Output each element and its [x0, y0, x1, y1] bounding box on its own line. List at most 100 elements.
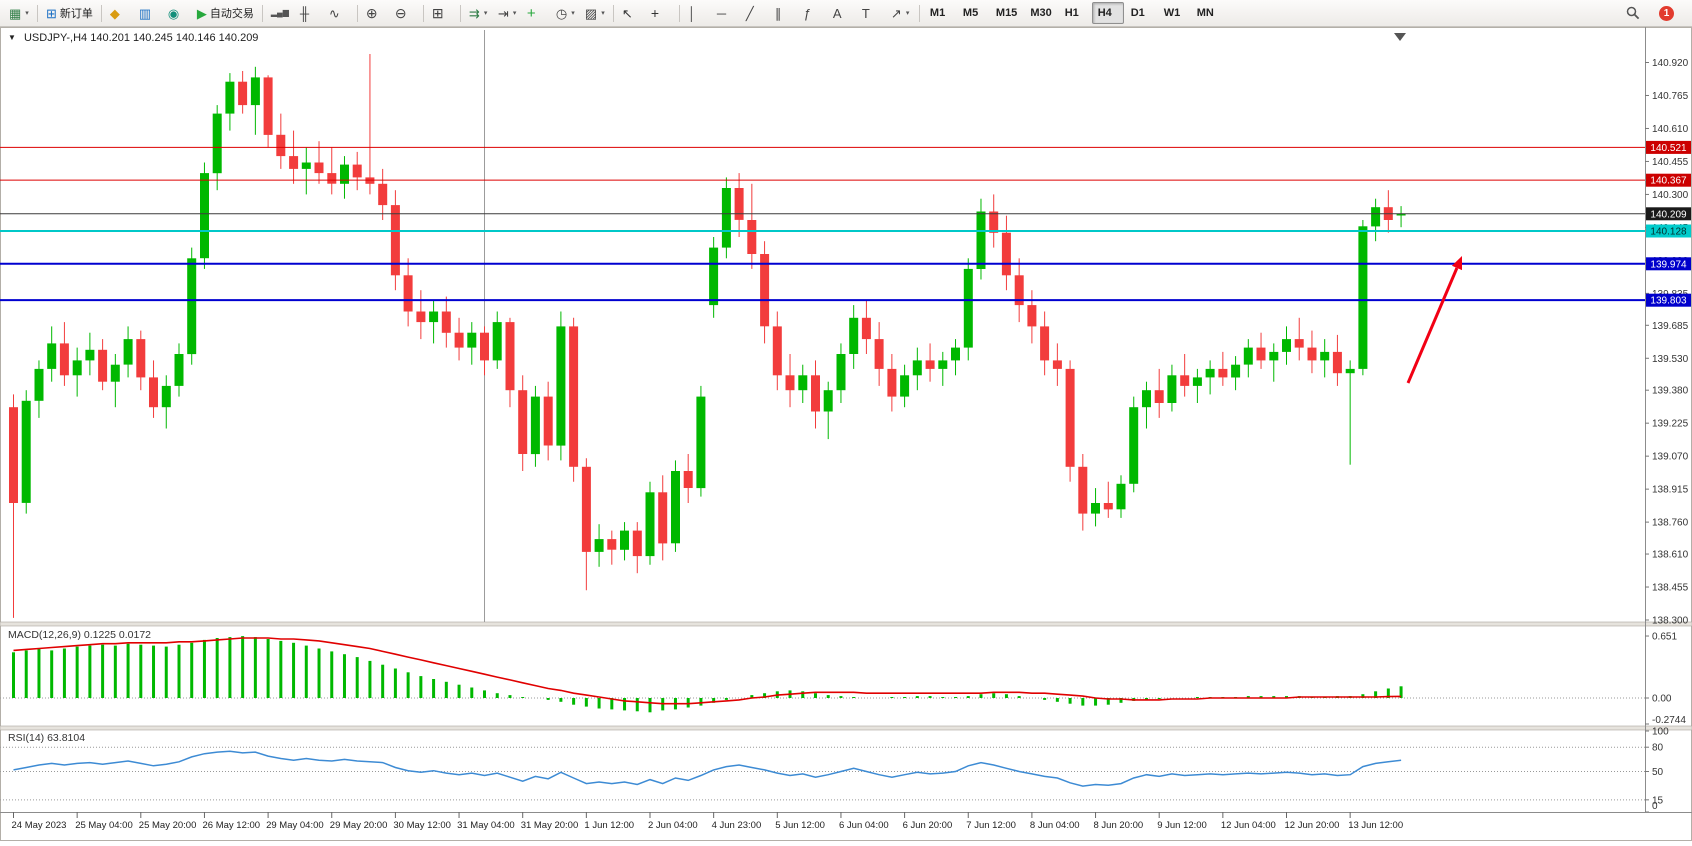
horizontal-line-icon[interactable]: ─ [713, 1, 741, 25]
indicators-icon[interactable]: + [523, 1, 551, 25]
toolbar-separator [261, 4, 263, 22]
macd-axis-label: -0.2744 [1652, 715, 1686, 726]
crosshair-icon[interactable]: + [647, 1, 675, 25]
metaeditor-icon[interactable]: ◆ [106, 1, 134, 25]
new-chart-icon[interactable]: ▦ ▾ [5, 1, 33, 25]
tf-h1-button[interactable]: H1 [1059, 2, 1091, 24]
pane-splitter[interactable] [0, 621, 1692, 627]
arrows-tool-icon[interactable]: ↗ ▾ [887, 1, 915, 25]
resistance-line-lower-price-label[interactable]: 140.367 [1646, 173, 1691, 187]
tf-m1-button[interactable]: M1 [924, 2, 956, 24]
market-watch-icon[interactable]: ▥ [135, 1, 163, 25]
tf-h4-button-label: H4 [1097, 7, 1112, 19]
new-order-button[interactable]: ⊞ 新订单 [42, 1, 97, 25]
support-line-cyan-price-label[interactable]: 140.128 [1646, 224, 1691, 238]
dropdown-arrow-icon: ▾ [905, 10, 910, 17]
autotrading-button[interactable]: ▶ 自动交易 [193, 1, 258, 25]
chart-canvas[interactable]: 140.920 140.765 140.610 140.455 140.300 140.1… [0, 27, 1692, 841]
time-tick-label: 13 Jun 12:00 [1348, 820, 1403, 831]
dropdown-arrow-icon: ▾ [601, 10, 605, 17]
templates-icon[interactable]: ▨ ▾ [581, 1, 609, 25]
badge-count: 1 [1659, 5, 1674, 21]
tf-m15-button-label: M15 [995, 7, 1018, 19]
time-tick-label: 12 Jun 20:00 [1285, 820, 1340, 831]
chart-shift-marker[interactable] [1394, 33, 1406, 41]
svg-text:140.128: 140.128 [1650, 227, 1687, 238]
time-tick-label: 31 May 20:00 [521, 820, 579, 831]
toolbar-separator [678, 4, 680, 22]
chart-shift-icon[interactable]: ⇥ ▾ [494, 1, 522, 25]
navigator-icon[interactable]: ◉ [164, 1, 192, 25]
market-watch-icon-glyph: ▥ [138, 5, 152, 21]
tf-m30-button[interactable]: M30 [1024, 2, 1057, 24]
macd-indicator: 0.651 0.00 -0.2744 [0, 632, 1686, 726]
equidistant-channel-icon[interactable]: ∥ [771, 1, 799, 25]
text-label-icon-glyph: T [861, 5, 870, 21]
bar-chart-icon[interactable]: ▂▄▆ [267, 1, 295, 25]
dropdown-arrow-icon: ▾ [483, 10, 488, 17]
toolbar-separator [100, 4, 102, 22]
time-tick-label: 25 May 20:00 [139, 820, 197, 831]
chart-shift-icon-glyph: ⇥ [497, 5, 509, 21]
tile-windows-icon[interactable]: ⊞ [428, 1, 456, 25]
trend-arrow-object[interactable] [1406, 256, 1462, 384]
text-icon[interactable]: A [829, 1, 857, 25]
line-chart-icon[interactable]: ∿ [325, 1, 353, 25]
indicators-icon-glyph: + [526, 4, 536, 22]
navigator-icon-glyph: ◉ [167, 5, 180, 21]
time-tick-label: 1 Jun 12:00 [584, 820, 634, 831]
time-tick-label: 12 Jun 04:00 [1221, 820, 1276, 831]
toolbar: ▦ ▾ ⊞ 新订单 ◆ ▥ ◉ ▶ 自动交易 ▂▄▆ ╫ ∿ ⊕ ⊖ ⊞ ⇉ ▾ ⇥ ▾ + ◷ ▾ ▨ ▾ ↖ + │ ─ ╱ ∥ ƒ A T… [0, 0, 1692, 27]
zoom-out-icon[interactable]: ⊖ [391, 1, 419, 25]
price-tick-label: 138.915 [1652, 485, 1689, 496]
rsi-indicator: 100 80 50 150 [0, 727, 1669, 813]
tf-mn-button[interactable]: MN [1191, 2, 1223, 24]
periods-icon[interactable]: ◷ ▾ [552, 1, 580, 25]
cursor-icon[interactable]: ↖ [618, 1, 646, 25]
search-button[interactable] [1622, 1, 1650, 25]
svg-text:139.974: 139.974 [1650, 259, 1687, 270]
tile-windows-icon-glyph: ⊞ [431, 5, 444, 21]
tf-m5-button[interactable]: M5 [957, 2, 989, 24]
auto-scroll-icon-glyph: ⇉ [468, 5, 480, 21]
time-tick-label: 4 Jun 23:00 [712, 820, 762, 831]
vertical-line-icon[interactable]: │ [684, 1, 712, 25]
dropdown-arrow-icon: ▾ [571, 10, 575, 17]
candlestick-chart-icon[interactable]: ╫ [296, 1, 324, 25]
fibonacci-icon-glyph: ƒ [803, 5, 812, 21]
support-line-blue-upper-price-label[interactable]: 139.974 [1646, 257, 1691, 271]
zoom-in-icon[interactable]: ⊕ [362, 1, 390, 25]
bid-price-line-price-label[interactable]: 140.209 [1646, 207, 1691, 221]
price-tick-label: 138.760 [1652, 518, 1689, 529]
macd-axis-label: 0.00 [1652, 694, 1672, 705]
price-tick-label: 140.455 [1652, 157, 1689, 168]
svg-text:140.521: 140.521 [1650, 143, 1687, 154]
time-tick-label: 8 Jun 04:00 [1030, 820, 1080, 831]
tf-w1-button[interactable]: W1 [1158, 2, 1190, 24]
toolbar-separator [612, 4, 614, 22]
arrows-tool-icon-glyph: ↗ [890, 5, 902, 21]
support-line-blue-lower-price-label[interactable]: 139.803 [1646, 293, 1691, 307]
equidistant-channel-icon-glyph: ∥ [774, 5, 782, 21]
tf-d1-button[interactable]: D1 [1125, 2, 1157, 24]
trendline-icon[interactable]: ╱ [742, 1, 770, 25]
new-order-button-label: 新订单 [59, 8, 93, 20]
crosshair-icon-glyph: + [650, 5, 660, 21]
resistance-line-upper-price-label[interactable]: 140.521 [1646, 140, 1691, 154]
text-label-icon[interactable]: T [858, 1, 886, 25]
text-icon-glyph: A [832, 5, 842, 21]
chart-window[interactable]: 140.920 140.765 140.610 140.455 140.300 140.1… [0, 27, 1692, 841]
pane-splitter[interactable] [0, 725, 1692, 731]
tf-h4-button[interactable]: H4 [1091, 2, 1124, 24]
notification-badge[interactable]: 1 [1655, 1, 1683, 25]
toolbar-right-group: 1 [1622, 1, 1687, 25]
tf-m1-button-label: M1 [929, 7, 946, 19]
auto-scroll-icon[interactable]: ⇉ ▾ [465, 1, 493, 25]
autotrading-button-glyph: ▶ [196, 5, 207, 21]
fibonacci-icon[interactable]: ƒ [800, 1, 828, 25]
tf-m15-button[interactable]: M15 [990, 2, 1023, 24]
time-axis[interactable]: 24 May 2023 25 May 04:00 25 May 20:00 26 Ma… [0, 812, 1692, 831]
time-tick-label: 26 May 12:00 [203, 820, 261, 831]
toolbar-separator [422, 4, 424, 22]
time-tick-label: 29 May 04:00 [266, 820, 324, 831]
